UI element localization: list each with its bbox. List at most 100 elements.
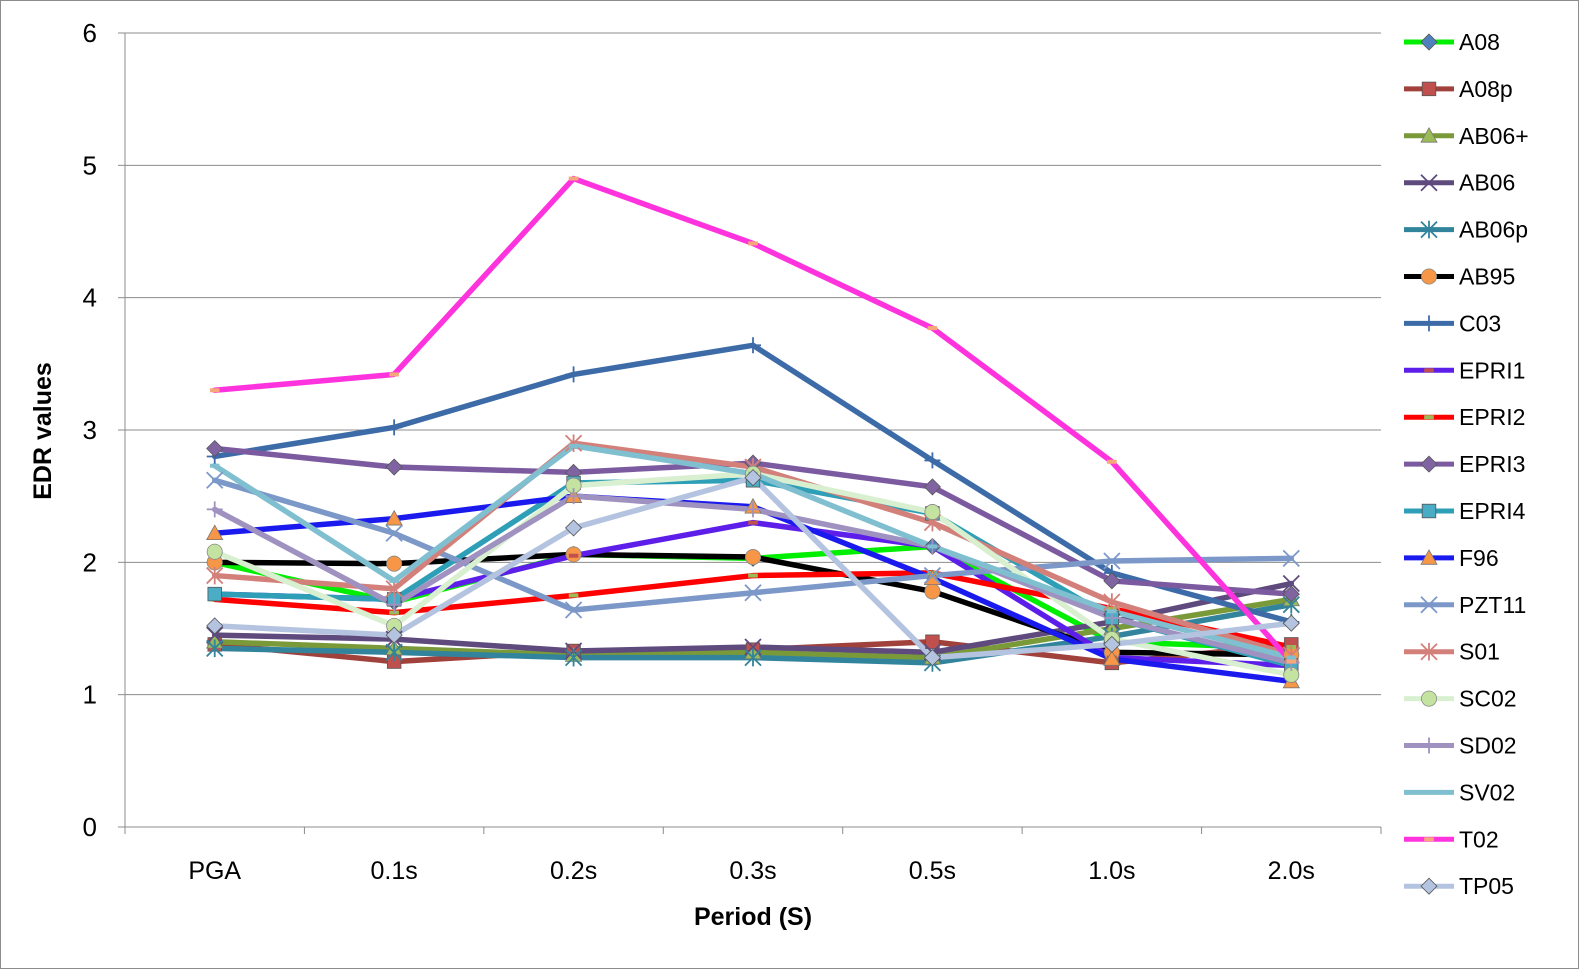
legend-marker-sv02 bbox=[1424, 790, 1434, 795]
point-f96-0-1s bbox=[385, 509, 403, 526]
point-tp05-0-1s bbox=[385, 626, 403, 644]
point-epri1-0-3s bbox=[748, 520, 758, 525]
point-ab06-pga bbox=[206, 626, 224, 644]
point-c03-0-2s bbox=[565, 366, 582, 383]
x-tick-label-0-1s: 0.1s bbox=[371, 857, 418, 885]
point-ab06p-0-2s bbox=[564, 648, 583, 667]
legend-label-epri2: EPRI2 bbox=[1459, 404, 1525, 430]
point-c03-0-1s bbox=[386, 419, 403, 436]
point-t02-0-5s bbox=[927, 326, 938, 331]
y-tick-label: 2 bbox=[83, 547, 97, 577]
point-ab95-0-5s bbox=[924, 583, 941, 600]
legend-label-sv02: SV02 bbox=[1459, 779, 1515, 805]
point-t02-1-0s bbox=[1107, 459, 1117, 464]
point-f96-1-0s bbox=[1103, 650, 1121, 666]
point-epri3-pga bbox=[206, 439, 224, 458]
x-tick-label-0-5s: 0.5s bbox=[909, 857, 956, 885]
legend-label-epri1: EPRI1 bbox=[1459, 357, 1525, 383]
point-epri2-0-2s bbox=[568, 593, 579, 598]
point-epri3-2-0s bbox=[1282, 585, 1300, 603]
point-tp05-2-0s bbox=[1282, 614, 1300, 632]
legend-marker-f96 bbox=[1420, 549, 1438, 565]
legend-marker-epri4 bbox=[1421, 503, 1437, 519]
point-epri4-pga bbox=[207, 586, 222, 602]
legend-label-ab06p: AB06p bbox=[1459, 217, 1528, 243]
point-epri3-0-5s bbox=[923, 478, 941, 496]
point-sv02-0-5s bbox=[927, 544, 938, 549]
point-tp05-0-3s bbox=[744, 469, 762, 487]
point-s01-1-0s bbox=[1103, 593, 1121, 611]
point-pzt11-pga bbox=[206, 471, 224, 489]
point-pzt11-1-0s bbox=[1103, 552, 1121, 570]
point-sv02-1-0s bbox=[1107, 609, 1117, 614]
legend-label-a08: A08 bbox=[1459, 29, 1500, 55]
point-c03-0-3s bbox=[745, 337, 761, 354]
legend-marker-pzt11 bbox=[1420, 596, 1438, 614]
legend-marker-ab06 bbox=[1420, 126, 1438, 143]
y-tick-label: 0 bbox=[83, 812, 97, 842]
legend-marker-s01 bbox=[1420, 642, 1438, 661]
point-tp05-1-0s bbox=[1103, 635, 1121, 653]
point-ab95-0-3s bbox=[745, 549, 762, 566]
point-sv02-2-0s bbox=[1286, 655, 1297, 660]
point-sd02-0-1s bbox=[386, 596, 403, 613]
legend-label-pzt11: PZT11 bbox=[1459, 592, 1526, 618]
point-t02-0-1s bbox=[389, 372, 399, 377]
legend-label-a08p: A08p bbox=[1459, 76, 1513, 102]
axes: 0 1 2 3 4 5 6 PGA 0.1s 0.2s 0.3s 0.5s 1.0s 2.0s bbox=[83, 18, 1382, 885]
point-epri3-0-1s bbox=[385, 458, 403, 476]
legend-marker-epri1 bbox=[1424, 368, 1434, 373]
point-t02-0-2s bbox=[568, 176, 579, 181]
point-f96-pga bbox=[206, 524, 224, 541]
point-sd02-0-2s bbox=[565, 488, 582, 505]
point-ab06-2-0s bbox=[1282, 574, 1300, 593]
legend-label-c03: C03 bbox=[1459, 310, 1501, 336]
legend: A08 A08p AB06+ AB06 AB06p AB95 C03 EPRI1 EPRI2 EP… bbox=[1404, 29, 1529, 899]
point-f96-0-5s bbox=[923, 569, 942, 586]
point-pzt11-0-2s bbox=[564, 601, 583, 619]
point-pzt11-0-5s bbox=[923, 566, 942, 585]
series-markers bbox=[206, 176, 1300, 689]
point-pzt11-0-1s bbox=[385, 524, 403, 542]
point-tp05-0-5s bbox=[923, 649, 941, 667]
point-tp05-0-2s bbox=[565, 519, 583, 537]
point-sd02-pga bbox=[206, 501, 223, 518]
point-c03-0-5s bbox=[924, 452, 941, 469]
point-sv02-pga bbox=[209, 463, 220, 468]
y-tick-label: 3 bbox=[83, 415, 97, 445]
point-ab95-0-1s bbox=[386, 555, 403, 572]
point-epri2-0-3s bbox=[748, 573, 758, 578]
x-tick-label-2-0s: 2.0s bbox=[1268, 857, 1315, 885]
point-t02-pga bbox=[209, 388, 220, 393]
point-ab06p-0-3s bbox=[744, 648, 762, 667]
y-tick-label: 1 bbox=[83, 680, 97, 710]
legend-label-s01: S01 bbox=[1459, 639, 1500, 665]
legend-marker-sd02 bbox=[1421, 737, 1437, 754]
x-axis-title: Period (S) bbox=[694, 903, 812, 931]
point-sv02-0-2s bbox=[568, 443, 579, 448]
legend-label-ab06: AB06 bbox=[1459, 170, 1515, 196]
point-t02-2-0s bbox=[1286, 659, 1297, 664]
x-tick-label-0-2s: 0.2s bbox=[550, 857, 597, 885]
point-ab06p-0-1s bbox=[385, 643, 403, 662]
legend-marker-t02 bbox=[1424, 837, 1434, 842]
point-s01-0-1s bbox=[385, 580, 403, 598]
y-tick-label: 5 bbox=[83, 150, 97, 180]
point-a08p-0-5s bbox=[925, 634, 940, 649]
point-sc02-0-5s bbox=[924, 504, 941, 521]
x-tick-label-0-3s: 0.3s bbox=[729, 857, 776, 885]
point-pzt11-0-3s bbox=[744, 584, 762, 602]
legend-marker-c03 bbox=[1421, 315, 1437, 332]
point-ab06p-pga bbox=[206, 639, 224, 658]
legend-label-epri4: EPRI4 bbox=[1459, 498, 1526, 524]
y-axis-title: EDR values bbox=[29, 362, 57, 500]
legend-marker-epri2 bbox=[1424, 415, 1434, 420]
point-tp05-pga bbox=[206, 617, 224, 635]
point-epri3-1-0s bbox=[1103, 572, 1121, 590]
legend-label-sc02: SC02 bbox=[1459, 686, 1517, 712]
point-epri1-0-2s bbox=[568, 553, 579, 558]
legend-marker-epri3 bbox=[1420, 455, 1438, 473]
legend-marker-sc02 bbox=[1421, 690, 1438, 707]
